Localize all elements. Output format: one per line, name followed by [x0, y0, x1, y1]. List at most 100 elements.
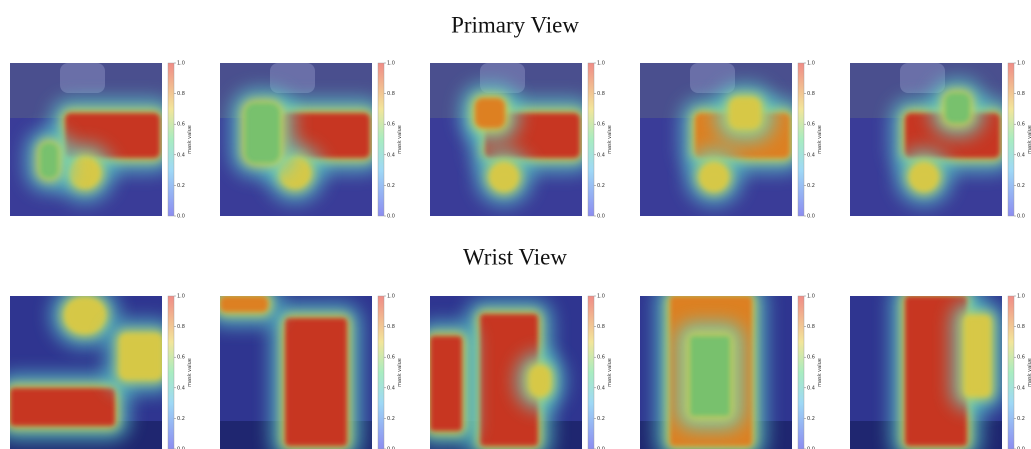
heatmap-image	[640, 282, 792, 449]
colorbar-label: mask value	[397, 358, 403, 387]
colorbar-tick-label: 0.2	[807, 183, 815, 189]
colorbar-tick-label: 1.0	[177, 61, 185, 67]
heatmap-image	[850, 63, 1014, 216]
heat-core	[220, 296, 268, 312]
colorbar-tick-label: 0.8	[807, 91, 815, 97]
heat-core	[965, 316, 990, 396]
heat-core	[245, 103, 280, 163]
colorbar-tick-label: 0.6	[1017, 355, 1025, 361]
section-title: Wrist View	[463, 244, 567, 269]
colorbar-label: mask value	[607, 358, 613, 387]
colorbar-tick-label: 0.2	[177, 183, 185, 189]
colorbar-tick-label: 1.0	[387, 294, 395, 300]
heatmap-image	[206, 282, 372, 449]
colorbar-tick-label: 0.4	[177, 385, 185, 391]
colorbar-tick-label: 0.8	[177, 91, 185, 97]
colorbar	[168, 296, 174, 449]
colorbar-tick-label: 0.4	[807, 385, 815, 391]
colorbar	[798, 63, 804, 216]
heat-core	[70, 158, 100, 188]
colorbar	[588, 296, 594, 449]
colorbar-tick-label: 0.8	[597, 91, 605, 97]
colorbar-tick-label: 1.0	[177, 294, 185, 300]
colorbar-tick-label: 0.2	[387, 416, 395, 422]
heat-core	[430, 336, 462, 431]
heatmap-panel	[10, 63, 174, 216]
colorbar-tick-label: 1.0	[597, 61, 605, 67]
colorbar-label: mask value	[1027, 125, 1031, 154]
figure: Primary View Wrist View 0.00.20.40.60.81…	[0, 0, 1031, 449]
heatmap-image	[0, 284, 176, 449]
heatmap-panel	[0, 284, 176, 449]
colorbar-tick-label: 0.2	[1017, 416, 1025, 422]
colorbar-tick-label: 0.4	[387, 152, 395, 158]
heatmap-panel	[640, 282, 792, 449]
robot	[60, 63, 105, 93]
colorbar-tick-label: 0.2	[177, 416, 185, 422]
colorbar-tick-label: 0.2	[597, 183, 605, 189]
colorbar-label: mask value	[187, 125, 193, 154]
colorbar-tick-label: 0.2	[597, 416, 605, 422]
colorbar-tick-label: 1.0	[597, 294, 605, 300]
colorbar	[1008, 63, 1014, 216]
colorbar-tick-label: 0.0	[1017, 214, 1025, 220]
heatmap-panel	[850, 282, 1004, 449]
heat-core	[700, 163, 728, 191]
colorbar-label: mask value	[1027, 358, 1031, 387]
heat-core	[945, 93, 970, 123]
heatmap-panel	[430, 63, 594, 216]
robot	[270, 63, 315, 93]
colorbar-tick-label: 0.2	[387, 183, 395, 189]
heatmap-panel	[416, 296, 582, 449]
colorbar-tick-label: 1.0	[807, 294, 815, 300]
heatmap-image	[416, 296, 582, 449]
heat-core	[475, 98, 505, 128]
heatmap-image	[220, 63, 384, 216]
heat-core	[530, 366, 550, 396]
colorbar-tick-label: 0.4	[387, 385, 395, 391]
colorbar-tick-label: 1.0	[1017, 294, 1025, 300]
colorbar-tick-label: 0.6	[387, 122, 395, 128]
colorbar-tick-label: 1.0	[807, 61, 815, 67]
colorbar	[378, 63, 384, 216]
colorbar	[798, 296, 804, 449]
colorbar-tick-label: 0.8	[387, 324, 395, 330]
colorbar-tick-label: 0.2	[1017, 183, 1025, 189]
heatmap-panel	[206, 282, 372, 449]
colorbar-tick-label: 0.6	[177, 355, 185, 361]
colorbar-tick-label: 0.0	[177, 214, 185, 220]
heat-core	[40, 143, 58, 178]
colorbar-tick-label: 0.4	[807, 152, 815, 158]
colorbar-tick-label: 0.4	[597, 385, 605, 391]
heat-core	[285, 318, 347, 446]
heatmap-panel	[850, 63, 1014, 216]
colorbar-tick-label: 0.6	[807, 122, 815, 128]
colorbar-tick-label: 0.6	[1017, 122, 1025, 128]
colorbar-tick-label: 0.0	[387, 214, 395, 220]
colorbar	[1008, 296, 1014, 449]
heat-core	[910, 163, 938, 191]
colorbar-tick-label: 0.6	[387, 355, 395, 361]
colorbar-tick-label: 0.4	[177, 152, 185, 158]
colorbar-tick-label: 0.6	[177, 122, 185, 128]
heatmap-image	[430, 63, 594, 216]
heatmap-image	[850, 282, 1004, 449]
colorbar-tick-label: 0.6	[807, 355, 815, 361]
colorbar-label: mask value	[397, 125, 403, 154]
colorbar-tick-label: 0.8	[807, 324, 815, 330]
heatmap-panel	[220, 63, 384, 216]
colorbar-tick-label: 0.8	[387, 91, 395, 97]
colorbar-tick-label: 1.0	[387, 61, 395, 67]
heat-core	[490, 163, 518, 191]
colorbar-tick-label: 0.8	[597, 324, 605, 330]
colorbar	[168, 63, 174, 216]
colorbar-tick-label: 0.8	[1017, 324, 1025, 330]
colorbar-label: mask value	[607, 125, 613, 154]
colorbar-tick-label: 0.6	[597, 122, 605, 128]
colorbar-label: mask value	[817, 125, 823, 154]
heat-core	[730, 98, 760, 128]
colorbar-tick-label: 1.0	[1017, 61, 1025, 67]
colorbar	[588, 63, 594, 216]
colorbar-tick-label: 0.2	[807, 416, 815, 422]
colorbar-tick-label: 0.8	[1017, 91, 1025, 97]
